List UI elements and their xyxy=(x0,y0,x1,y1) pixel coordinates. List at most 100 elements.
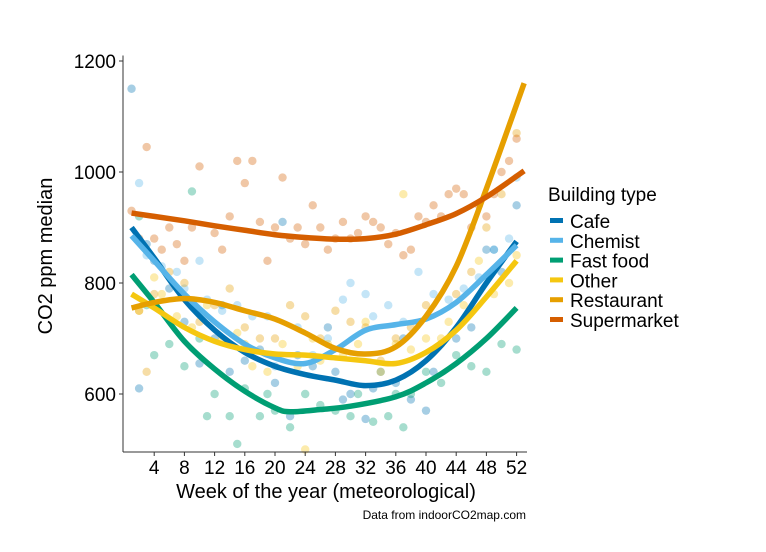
point-chemist xyxy=(134,178,144,188)
point-restaurant xyxy=(285,301,295,310)
point-supermarket xyxy=(217,245,227,254)
point-supermarket xyxy=(338,217,348,227)
point-fast-food xyxy=(301,389,310,399)
legend-label: Restaurant xyxy=(570,291,664,312)
point-supermarket xyxy=(512,134,521,143)
y-tick-label: 600 xyxy=(84,385,116,406)
point-restaurant xyxy=(482,223,491,232)
point-supermarket xyxy=(255,217,265,227)
point-supermarket xyxy=(293,223,302,232)
y-tick-label: 1200 xyxy=(74,52,116,73)
point-supermarket xyxy=(414,212,423,221)
point-supermarket xyxy=(429,201,438,210)
point-fast-food xyxy=(233,439,242,449)
smooth-line-supermarket xyxy=(131,168,526,243)
point-fast-food xyxy=(353,389,363,399)
point-supermarket xyxy=(210,228,219,238)
point-fast-food xyxy=(512,345,521,354)
x-tick-label: 32 xyxy=(355,458,376,479)
smooth-line-fast-food xyxy=(129,272,519,415)
point-cafe xyxy=(421,406,431,415)
point-fast-food xyxy=(497,339,506,349)
point-fast-food xyxy=(225,412,234,421)
point-cafe xyxy=(323,323,333,332)
point-supermarket xyxy=(187,223,197,232)
point-other xyxy=(278,339,287,349)
point-fast-food xyxy=(165,339,174,349)
point-chemist xyxy=(338,295,348,304)
point-chemist xyxy=(504,234,514,243)
point-cafe xyxy=(240,356,249,365)
x-axis-title: Week of the year (meteorological) xyxy=(176,481,476,503)
point-chemist xyxy=(361,289,370,299)
x-tick-label: 24 xyxy=(295,458,317,479)
point-supermarket xyxy=(142,142,151,152)
x-tick-label: 44 xyxy=(446,458,468,479)
point-other xyxy=(444,317,453,327)
point-chemist xyxy=(346,278,355,288)
point-supermarket xyxy=(240,178,249,188)
point-supermarket xyxy=(444,190,453,199)
point-fast-food xyxy=(482,367,491,376)
point-restaurant xyxy=(180,278,189,288)
point-fast-food xyxy=(202,412,212,421)
legend-label: Cafe xyxy=(570,212,610,233)
legend-title: Building type xyxy=(548,185,657,206)
point-other xyxy=(361,317,370,327)
data-source-caption: Data from indoorCO2map.com xyxy=(363,508,526,522)
point-chemist xyxy=(429,289,438,299)
point-supermarket xyxy=(399,251,408,260)
point-chemist xyxy=(217,306,227,315)
point-restaurant xyxy=(255,334,265,343)
point-fast-food xyxy=(150,350,159,360)
point-chemist xyxy=(323,334,333,343)
point-cafe xyxy=(406,395,416,404)
point-supermarket xyxy=(384,239,393,249)
point-cafe xyxy=(134,384,144,393)
point-supermarket xyxy=(368,217,378,227)
point-other xyxy=(504,278,514,288)
point-restaurant xyxy=(270,334,280,343)
point-restaurant xyxy=(452,289,461,299)
point-supermarket xyxy=(376,223,385,232)
legend-key-cafe xyxy=(550,218,563,223)
point-supermarket xyxy=(316,223,325,232)
x-tick-label: 28 xyxy=(325,458,346,479)
point-supermarket xyxy=(248,156,257,166)
point-chemist xyxy=(384,301,393,310)
point-cafe xyxy=(338,395,348,404)
point-fast-food xyxy=(346,412,355,421)
point-other xyxy=(150,273,159,282)
legend-key-supermarket xyxy=(550,317,563,322)
x-tick-label: 40 xyxy=(415,458,436,479)
point-supermarket xyxy=(233,156,242,166)
point-fast-food xyxy=(436,378,446,388)
legend-label: Chemist xyxy=(570,232,640,253)
x-tick-label: 12 xyxy=(204,458,225,479)
point-supermarket xyxy=(195,162,204,171)
point-other xyxy=(399,190,408,199)
point-fast-food xyxy=(187,187,197,196)
point-supermarket xyxy=(406,245,416,254)
point-supermarket xyxy=(452,184,461,193)
point-supermarket xyxy=(172,239,182,249)
point-cafe xyxy=(467,323,476,332)
point-supermarket xyxy=(353,228,363,238)
point-cafe xyxy=(361,414,370,424)
point-cafe xyxy=(429,367,438,376)
point-cafe xyxy=(225,367,234,376)
point-supermarket xyxy=(180,256,189,265)
point-other xyxy=(263,367,272,376)
point-cafe xyxy=(512,201,521,210)
y-tick-label: 800 xyxy=(84,274,116,295)
point-other xyxy=(376,367,385,376)
point-restaurant xyxy=(225,284,234,293)
point-chemist xyxy=(489,245,499,254)
point-supermarket xyxy=(497,167,506,177)
point-restaurant xyxy=(497,190,506,199)
point-cafe xyxy=(270,378,280,388)
legend-key-other xyxy=(550,277,563,283)
point-cafe xyxy=(346,389,355,399)
point-restaurant xyxy=(391,334,400,343)
